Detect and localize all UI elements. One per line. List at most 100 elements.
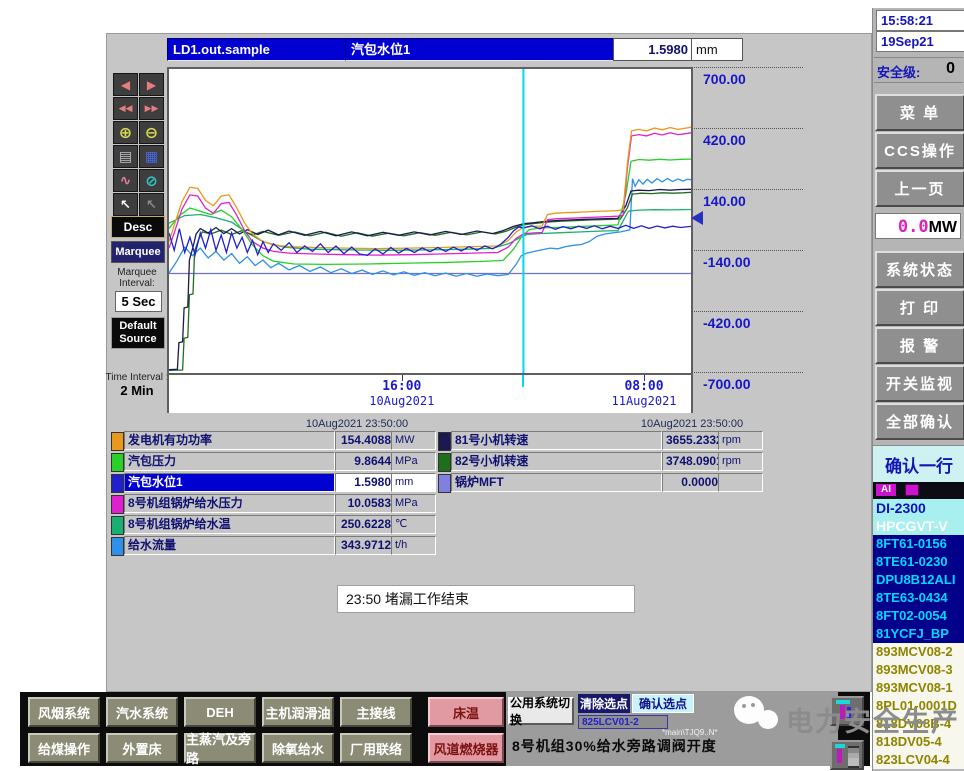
point-item[interactable]: 8PL01-0001D — [873, 697, 964, 715]
sidebar-button-打 印[interactable]: 打 印 — [875, 289, 964, 326]
selected-pen-field[interactable]: 汽包水位1 — [345, 38, 618, 61]
point-item[interactable]: 893MCV08-3 — [873, 661, 964, 679]
point-item[interactable]: 8FT61-0156 — [873, 535, 964, 553]
y-axis-label: -140.00 — [703, 254, 751, 270]
legend-row[interactable]: 81号小机转速 3655.2332 rpm — [438, 431, 778, 452]
zoom-out-button[interactable]: ⊖ — [139, 121, 164, 144]
pen-label[interactable]: 8号机组锅炉给水压力 — [124, 494, 335, 513]
sidebar-button-2[interactable]: CCS操作 — [875, 132, 964, 169]
trend-pen-button[interactable]: ∿ — [113, 169, 138, 192]
selected-tag-field[interactable]: 825LCV01-2 — [578, 715, 668, 729]
legend-row[interactable]: 发电机有功功率 154.4088 MW — [111, 431, 451, 452]
disable-pen-button[interactable]: ⊘ — [139, 169, 164, 192]
nav-button-外置床[interactable]: 外置床 — [106, 733, 178, 763]
point-item[interactable]: 81YCFJ_BP — [873, 625, 964, 643]
pen-label[interactable]: 给水流量 — [124, 536, 335, 555]
fast-forward-icon: ▶▶ — [144, 103, 159, 113]
y-gridline — [691, 250, 803, 251]
step-forward-button[interactable]: ▶ — [139, 73, 164, 96]
point-item[interactable]: 823LCV04-4 — [873, 751, 964, 769]
point-item[interactable]: 8TE61-0230 — [873, 553, 964, 571]
sidebar-button-报 警[interactable]: 报 警 — [875, 327, 964, 364]
point-item[interactable]: 893MCV08-1 — [873, 679, 964, 697]
fast-back-button[interactable]: ◀◀ — [113, 97, 138, 120]
point-item[interactable]: DI-2300 — [873, 499, 964, 517]
point-item[interactable]: DPU8B12ALI — [873, 571, 964, 589]
nav-button-主蒸汽及旁路[interactable]: 主蒸汽及旁路 — [184, 732, 256, 766]
point-item[interactable]: HPCGVT-V — [873, 517, 964, 535]
pen-label[interactable]: 汽包压力 — [124, 452, 335, 471]
marquee-button[interactable]: Marquee — [111, 241, 165, 263]
common-system-switch-button[interactable]: 公用系统切换 — [508, 696, 574, 727]
legend-row[interactable]: 8号机组锅炉给水压力 10.0583 MPa — [111, 494, 451, 515]
sidebar-button-系统状态[interactable]: 系统状态 — [875, 251, 964, 288]
pen-label[interactable]: 锅炉MFT — [451, 473, 662, 492]
fast-forward-button[interactable]: ▶▶ — [139, 97, 164, 120]
legend-row[interactable]: 82号小机转速 3748.0901 rpm — [438, 452, 778, 473]
y-gridline — [691, 372, 803, 373]
point-item[interactable]: 893MCV08-2 — [873, 643, 964, 661]
series-给水流量 — [168, 177, 692, 277]
ai-tab[interactable]: AI — [876, 484, 896, 496]
nav-button-主机润滑油[interactable]: 主机润滑油 — [262, 697, 334, 727]
nav-button-厂用联络[interactable]: 厂用联络 — [340, 733, 412, 763]
sidebar-button-1[interactable]: 菜 单 — [875, 94, 964, 131]
point-list-header: AI — [873, 482, 964, 499]
series-汽包压力 — [168, 158, 692, 266]
default-source-button[interactable]: Default Source — [111, 317, 165, 349]
x-axis-date: 10Aug2021 — [369, 394, 435, 408]
confirm-one-row-button[interactable]: 确认一行 — [873, 445, 964, 482]
point-item[interactable]: 8FT02-0054 — [873, 607, 964, 625]
zoom-in-icon: ⊕ — [118, 124, 133, 142]
legend-row[interactable]: 汽包压力 9.8644 MPa — [111, 452, 451, 473]
nav-button-主接线[interactable]: 主接线 — [340, 697, 412, 727]
valve-icon-2[interactable] — [830, 740, 864, 770]
status-text: 8号机组30%给水旁路调阀开度 — [512, 738, 717, 754]
trend-plot — [168, 69, 692, 373]
pen-label[interactable]: 81号小机转速 — [451, 431, 662, 450]
pen-value: 343.9712 — [335, 536, 395, 555]
pen-label[interactable]: 8号机组锅炉给水温 — [124, 515, 335, 534]
cursor-alt-button[interactable]: ↖ — [139, 193, 164, 216]
clear-point-button[interactable]: 清除选点 — [578, 694, 630, 713]
step-back-button[interactable]: ◀ — [113, 73, 138, 96]
confirm-point-button[interactable]: 确认选点 — [632, 694, 694, 713]
sidebar-button-全部确认[interactable]: 全部确认 — [875, 403, 964, 440]
pen-label[interactable]: 82号小机转速 — [451, 452, 662, 471]
point-item[interactable]: 818DV08B-4 — [873, 715, 964, 733]
nav-button-给煤操作[interactable]: 给煤操作 — [28, 733, 100, 763]
cursor-alt-icon: ↖ — [146, 196, 157, 212]
legend-row[interactable]: 8号机组锅炉给水温 250.6228 ℃ — [111, 515, 451, 536]
clock: 15:58:21 — [876, 10, 964, 31]
nav-button-DEH[interactable]: DEH — [184, 697, 256, 727]
trend-source-field[interactable]: LD1.out.sample — [167, 38, 350, 61]
pen-unit: ℃ — [391, 515, 436, 534]
power-value: 0.0 — [897, 217, 929, 237]
sidebar-button-开关监视[interactable]: 开关监视 — [875, 365, 964, 402]
data-table-button[interactable]: ▦ — [139, 145, 164, 168]
nav-button-风烟系统[interactable]: 风烟系统 — [28, 697, 100, 727]
legend-row[interactable]: 汽包水位1 1.5980 mm — [111, 473, 451, 494]
nav-button-风道燃烧器[interactable]: 风道燃烧器 — [428, 733, 504, 763]
pen-color-chip — [111, 453, 124, 472]
report-window-button[interactable]: ▤ — [113, 145, 138, 168]
pen-label[interactable]: 汽包水位1 — [124, 473, 335, 492]
tag-icon[interactable] — [905, 484, 919, 496]
zoom-in-button[interactable]: ⊕ — [113, 121, 138, 144]
nav-button-汽水系统[interactable]: 汽水系统 — [106, 697, 178, 727]
point-item[interactable]: 8TE63-0434 — [873, 589, 964, 607]
point-item[interactable]: 818DV05-4 — [873, 733, 964, 751]
cursor-button[interactable]: ↖ — [113, 193, 138, 216]
nav-button-床温[interactable]: 床温 — [428, 697, 504, 727]
marquee-interval-value[interactable]: 5 Sec — [115, 291, 162, 312]
nav-button-除氧给水[interactable]: 除氧给水 — [262, 733, 334, 763]
desc-button[interactable]: Desc — [111, 216, 165, 238]
pen-value: 3748.0901 — [662, 452, 722, 471]
time-interval-value[interactable]: 2 Min — [120, 383, 154, 398]
legend-row[interactable]: 给水流量 343.9712 t/h — [111, 536, 451, 557]
pen-label[interactable]: 发电机有功功率 — [124, 431, 335, 450]
sidebar-button-3[interactable]: 上一页 — [875, 170, 964, 207]
valve-icon-1[interactable] — [830, 696, 864, 726]
y-gridline — [691, 128, 803, 129]
legend-row[interactable]: 锅炉MFT 0.0000 — [438, 473, 778, 494]
